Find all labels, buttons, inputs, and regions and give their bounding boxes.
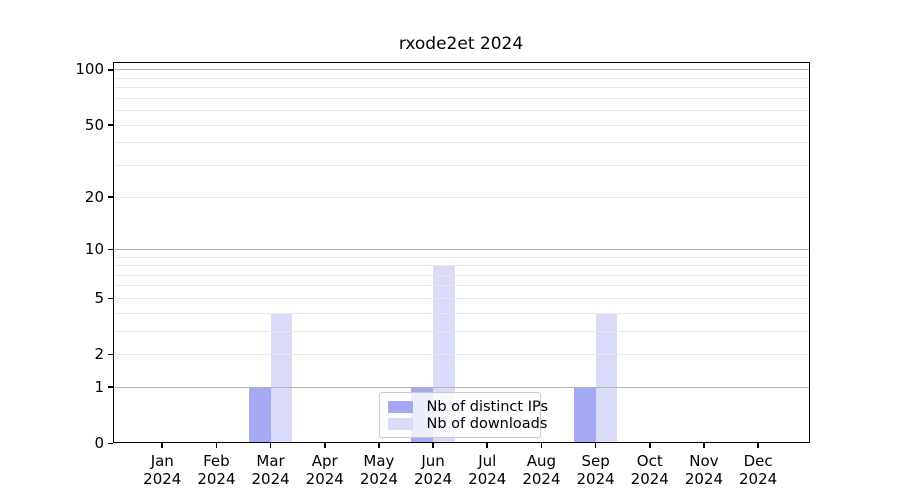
x-tick-dec [757,443,759,449]
legend-label-downloads: Nb of downloads [426,415,548,432]
bar-mar-distinct-ips [248,387,271,444]
x-tick-nov [703,443,705,449]
y-tick-label-1: 1 [94,377,104,396]
gridline-8 [112,265,810,267]
gridline-100 [112,69,810,71]
y-tick-label-50: 50 [84,115,104,134]
bar-mar-downloads [270,313,293,444]
x-tick-aug [540,443,543,449]
gridline-4 [112,312,810,314]
y-tick-label-100: 100 [75,60,104,79]
x-tick-label-may: May 2024 [359,452,399,489]
x-tick-jul [486,443,489,449]
x-tick-mar [269,443,272,449]
x-axis: Jan 2024 Feb 2024 Mar 2024 Apr 2024 May 2024 Jun 20… [113,443,811,499]
x-tick-may [378,443,380,449]
y-tick-label-10: 10 [84,239,104,258]
y-tick-100 [107,69,113,71]
gridline-6 [112,285,810,287]
gridline-20 [112,196,810,198]
x-tick-apr [323,443,326,449]
chart-title: rxode2et 2024 [398,34,524,54]
y-tick-label-0: 0 [94,433,104,452]
x-tick-label-oct: Oct 2024 [630,452,669,489]
y-tick-20 [107,196,113,198]
y-tick-label-5: 5 [94,288,104,307]
gridline-30 [112,165,810,167]
gridline-90 [112,77,810,79]
gridline-70 [112,98,810,99]
y-tick-label-20: 20 [84,187,104,206]
x-tick-feb [215,443,218,449]
x-tick-jun [432,443,434,449]
gridline-5 [112,297,810,299]
x-tick-label-jun: Jun 2024 [414,452,453,489]
gridline-1 [112,386,810,388]
gridline-60 [112,110,810,112]
bar-sep-distinct-ips [573,387,596,444]
gridline-3 [112,330,810,332]
gridline-10 [112,248,810,250]
plot-area: Nb of distinct IPs Nb of downloads [112,62,810,444]
x-tick-label-nov: Nov 2024 [684,452,724,489]
x-tick-label-mar: Mar 2024 [251,452,290,489]
legend-item-downloads: Nb of downloads [387,416,547,433]
x-tick-label-apr: Apr 2024 [305,452,344,489]
gridline-40 [112,142,810,144]
gridline-50 [112,124,810,126]
gridline-9 [112,256,810,258]
legend-swatch-distinct-ips [387,401,413,413]
legend: Nb of distinct IPs Nb of downloads [378,391,548,438]
bar-sep-downloads [595,313,618,444]
x-tick-label-feb: Feb 2024 [197,452,236,489]
gridline-2 [112,353,810,355]
x-tick-label-jan: Jan 2024 [143,452,182,489]
gridline-80 [112,87,810,89]
y-tick-1 [107,386,113,389]
legend-swatch-downloads [387,418,413,430]
x-tick-label-sep: Sep 2024 [576,452,615,489]
gridline-7 [112,274,810,276]
y-tick-50 [107,124,113,127]
x-tick-sep [594,443,597,449]
x-tick-oct [648,443,651,449]
y-tick-0 [107,442,113,445]
y-axis: 100 50 20 10 5 2 1 0 [0,60,113,450]
y-tick-10 [107,248,113,251]
x-tick-label-dec: Dec 2024 [739,452,778,489]
legend-label-distinct-ips: Nb of distinct IPs [426,398,549,415]
legend-item-distinct-ips: Nb of distinct IPs [387,399,548,416]
x-tick-label-aug: Aug 2024 [522,452,561,489]
y-tick-label-2: 2 [94,344,104,363]
y-tick-5 [107,297,113,300]
y-tick-2 [107,353,113,356]
gridlines-layer [112,62,810,443]
x-tick-label-jul: Jul 2024 [468,452,507,489]
x-tick-jan [161,443,164,449]
